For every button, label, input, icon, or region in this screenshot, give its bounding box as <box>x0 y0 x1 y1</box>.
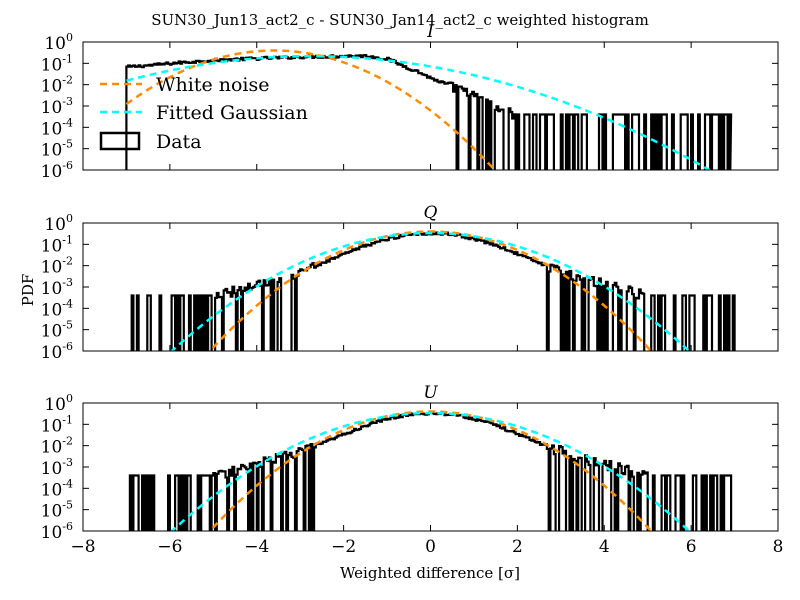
figure-title: SUN30_Jun13_act2_c - SUN30_Jan14_act2_c … <box>151 11 649 29</box>
y-tick-label: 10-5 <box>41 319 73 342</box>
y-tick-label: 100 <box>44 212 73 235</box>
x-tick-label: 8 <box>773 537 784 557</box>
x-tick-label: −8 <box>70 537 95 557</box>
y-tick-label: 10-4 <box>41 116 73 139</box>
x-axis-label: Weighted difference [σ] <box>340 564 520 582</box>
y-tick-label: 10-1 <box>41 233 73 256</box>
plot-area <box>125 49 733 170</box>
legend-fitted-gaussian-label: Fitted Gaussian <box>156 102 308 124</box>
fitted-gaussian-curve <box>126 54 712 170</box>
y-axis-label: PDF <box>19 274 37 307</box>
white-noise-curve <box>208 230 653 351</box>
x-tick-label: −2 <box>331 537 356 557</box>
white-noise-curve <box>208 410 653 531</box>
plot-area <box>130 230 736 351</box>
fitted-gaussian-curve <box>169 411 692 531</box>
y-tick-label: 10-3 <box>41 95 73 118</box>
legend-data-swatch <box>99 131 141 151</box>
legend: White noise Fitted Gaussian Data <box>99 74 308 153</box>
fitted-gaussian-curve <box>169 231 692 351</box>
y-tick-label: 10-4 <box>41 297 73 320</box>
plot-area <box>128 410 733 531</box>
subplot-title: Q <box>424 203 438 223</box>
y-tick-label: 10-5 <box>41 138 73 161</box>
x-tick-label: 0 <box>425 537 436 557</box>
y-tick-label: 10-6 <box>41 340 73 363</box>
data-series-line <box>128 411 733 531</box>
subplot-title: U <box>423 383 438 403</box>
y-tick-label: 100 <box>44 31 73 54</box>
legend-data-label: Data <box>156 131 202 153</box>
y-tick-label: 10-2 <box>41 74 73 97</box>
y-tick-label: 10-1 <box>41 413 73 436</box>
x-tick-label: 4 <box>599 537 610 557</box>
y-tick-label: 10-5 <box>41 499 73 522</box>
y-tick-label: 10-4 <box>41 477 73 500</box>
x-tick-label: −4 <box>244 537 269 557</box>
data-series-line <box>130 230 736 351</box>
y-tick-label: 10-2 <box>41 255 73 278</box>
white-noise-curve <box>125 49 497 170</box>
x-tick-label: 6 <box>686 537 697 557</box>
y-tick-label: 100 <box>44 392 73 415</box>
y-tick-label: 10-2 <box>41 435 73 458</box>
subplot-title: I <box>426 22 434 42</box>
y-tick-label: 10-3 <box>41 276 73 299</box>
y-tick-label: 10-1 <box>41 52 73 75</box>
x-tick-label: 2 <box>512 537 523 557</box>
y-tick-label: 10-3 <box>41 456 73 479</box>
y-tick-label: 10-6 <box>41 520 73 543</box>
y-tick-label: 10-6 <box>41 159 73 182</box>
legend-white-noise-label: White noise <box>156 74 270 96</box>
x-tick-label: −6 <box>157 537 182 557</box>
